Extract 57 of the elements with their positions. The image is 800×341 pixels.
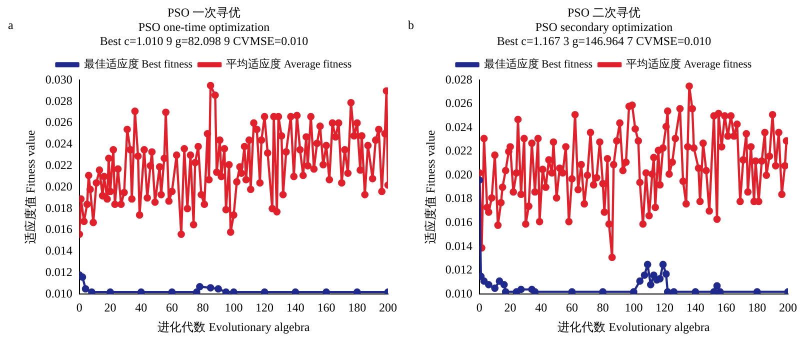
- y-tick-label: 0.024: [45, 136, 72, 151]
- x-tick-label: 120: [256, 300, 274, 315]
- x-tick-label: 80: [196, 300, 209, 315]
- chart-title: PSO 一次寻优: [167, 5, 241, 20]
- y-tick-label: 0.018: [45, 200, 72, 215]
- x-tick-label: 160: [717, 300, 736, 315]
- x-tick-label: 100: [624, 300, 643, 315]
- x-tick-label: 200: [379, 300, 397, 315]
- y-tick-label: 0.020: [45, 179, 72, 194]
- y-tick-label: 0.016: [45, 222, 72, 236]
- x-tick-label: 100: [224, 300, 243, 315]
- y-tick-label: 0.020: [445, 167, 472, 182]
- x-tick-label: 0: [76, 300, 82, 315]
- y-tick-label: 0.012: [445, 262, 472, 277]
- x-tick-label: 140: [286, 300, 304, 315]
- y-axis-title: 适应度值 Fitness value: [23, 130, 38, 244]
- x-tick-label: 40: [535, 300, 548, 315]
- x-tick-label: 180: [748, 300, 766, 315]
- y-axis-title: 适应度值 Fitness value: [423, 130, 438, 244]
- x-tick-label: 140: [686, 300, 704, 315]
- y-tick-label: 0.012: [45, 264, 72, 279]
- x-axis-title: 进化代数 Evolutionary algebra: [158, 320, 310, 334]
- x-tick-label: 180: [348, 300, 366, 315]
- y-tick-label: 0.028: [45, 94, 72, 108]
- legend-label: 平均适应度 Average fitness: [626, 58, 752, 71]
- y-tick-label: 0.028: [445, 72, 472, 86]
- y-tick-label: 0.010: [445, 286, 472, 300]
- y-tick-label: 0.026: [45, 115, 72, 130]
- x-tick-label: 200: [779, 300, 797, 315]
- x-tick-label: 80: [596, 300, 609, 315]
- x-tick-label: 60: [166, 300, 178, 315]
- y-tick-label: 0.022: [445, 144, 472, 158]
- chart-title: PSO 二次寻优: [567, 5, 641, 20]
- y-tick-label: 0.024: [445, 120, 472, 134]
- x-tick-label: 0: [476, 300, 482, 315]
- y-tick-label: 0.022: [45, 158, 72, 172]
- x-tick-label: 160: [317, 300, 336, 315]
- legend-label: 最佳适应度 Best fitness: [84, 58, 193, 71]
- chart-subtitle: PSO one-time optimization Best c=1.010 9 g=82.098 9 CVMSE=0.010: [100, 20, 308, 48]
- y-tick-label: 0.026: [445, 96, 472, 110]
- y-tick-label: 0.010: [45, 286, 72, 300]
- y-tick-label: 0.014: [445, 238, 472, 253]
- y-tick-label: 0.016: [445, 215, 472, 230]
- y-tick-label: 0.018: [445, 191, 472, 206]
- text: b: [408, 18, 414, 32]
- x-axis-title: 进化代数 Evolutionary algebra: [558, 320, 710, 334]
- x-tick-label: 20: [504, 300, 516, 315]
- x-tick-label: 40: [135, 300, 148, 315]
- legend-label: 平均适应度 Average fitness: [226, 58, 352, 71]
- text: a: [8, 18, 14, 32]
- legend-label: 最佳适应度 Best fitness: [484, 58, 593, 71]
- y-tick-label: 0.014: [45, 244, 72, 258]
- chart-subtitle: PSO secondary optimization Best c=1.167 3 g=146.964 7 CVMSE=0.010: [496, 20, 712, 48]
- x-tick-label: 60: [566, 300, 578, 315]
- x-tick-label: 20: [104, 300, 116, 315]
- y-tick-label: 0.030: [45, 72, 72, 86]
- x-tick-label: 120: [656, 300, 674, 315]
